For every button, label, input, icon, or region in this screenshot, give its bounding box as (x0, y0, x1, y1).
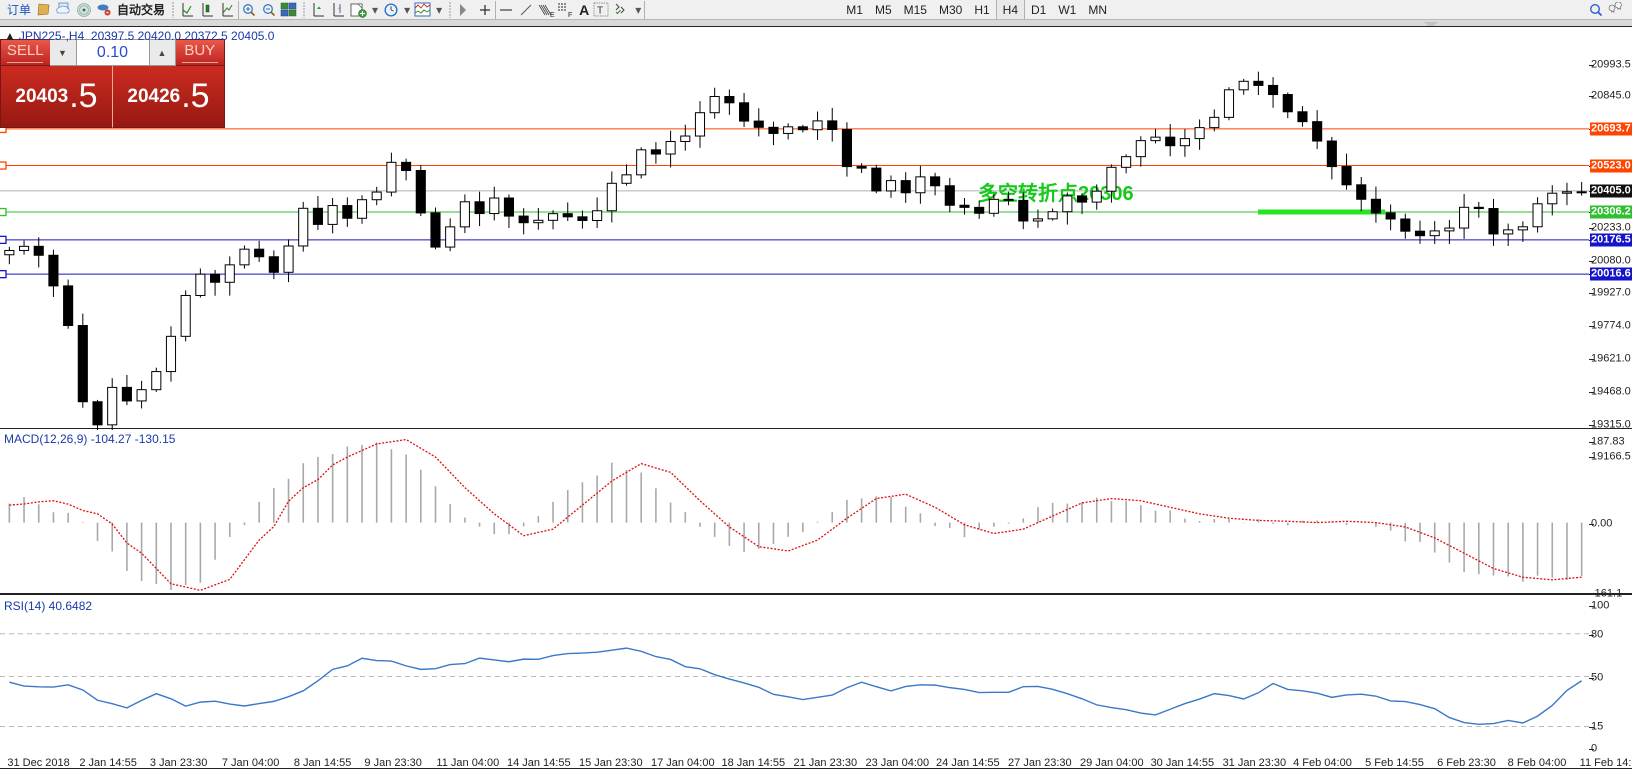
svg-text:T: T (597, 5, 603, 16)
svg-text:E: E (550, 12, 555, 18)
svg-text:F: F (568, 12, 572, 18)
